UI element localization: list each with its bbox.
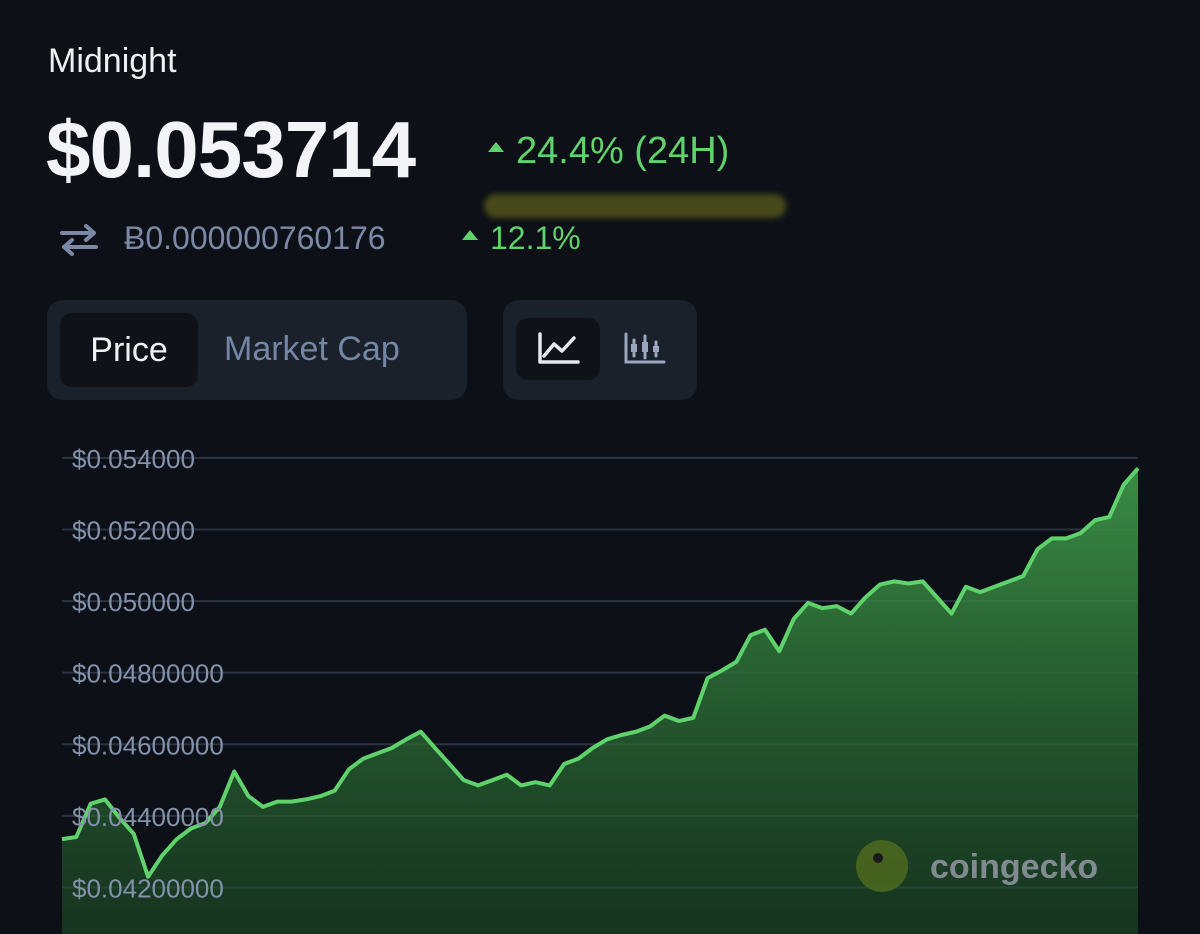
y-tick-label: $0.04600000 [72, 730, 224, 760]
y-tick-label: $0.04800000 [72, 659, 224, 689]
price-change-text: 24.4% (24H) [516, 130, 730, 172]
y-tick-label: $0.052000 [72, 515, 195, 545]
price: $0.053714 [46, 105, 416, 194]
price-line [61, 466, 1140, 879]
coin-name: Midnight [48, 42, 177, 80]
line-chart-button[interactable] [516, 318, 600, 380]
btc-change: 12.1% [462, 220, 581, 257]
y-tick-label: $0.054000 [72, 444, 195, 474]
swap-icon [60, 224, 98, 256]
btc-change-text: 12.1% [490, 220, 581, 256]
price-change: 24.4% (24H) [488, 130, 729, 173]
price-chart: $0.054000 $0.052000 $0.050000 $0.04800000 $0… [61, 444, 1140, 934]
y-tick-label: $0.04400000 [72, 802, 224, 832]
tab-market-cap[interactable]: Market Cap [224, 330, 400, 368]
btc-price: Ƀ0.000000760176 [124, 220, 386, 256]
y-tick-label: $0.050000 [72, 587, 195, 617]
line-icon [538, 332, 580, 364]
watermark: coingecko [856, 840, 1098, 892]
candle-chart-button[interactable] [612, 318, 672, 380]
price-area [62, 468, 1138, 934]
y-tick-label: $0.04200000 [72, 873, 224, 903]
highlight [484, 194, 786, 218]
tab-price[interactable]: Price [60, 313, 198, 387]
watermark-text: coingecko [930, 848, 1098, 886]
